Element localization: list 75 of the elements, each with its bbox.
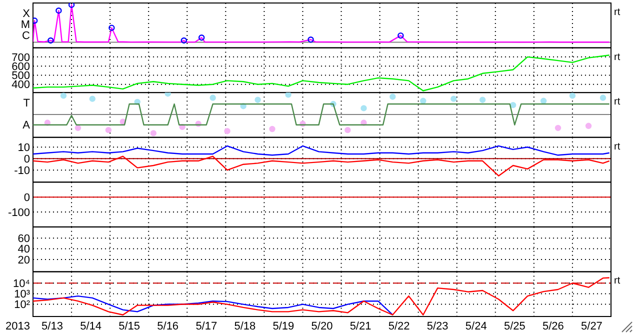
text: T xyxy=(23,98,30,110)
y-tick-label: -10 xyxy=(14,164,30,177)
y-tick-label: 60 xyxy=(18,232,30,245)
line-series xyxy=(33,54,610,92)
line-series xyxy=(33,145,610,156)
x-tick-label: 5/21 xyxy=(350,320,372,332)
point xyxy=(600,94,606,101)
point xyxy=(60,92,67,99)
point xyxy=(108,24,115,31)
y-tick-label: 600 xyxy=(12,60,30,73)
x-tick-label: 5/16 xyxy=(157,320,179,332)
point xyxy=(540,98,547,104)
y-tick-label: 10⁴ xyxy=(13,278,30,290)
point xyxy=(569,92,576,99)
point xyxy=(420,98,426,104)
x-tick-label: 5/15 xyxy=(118,320,140,332)
point xyxy=(105,126,112,134)
point xyxy=(390,94,396,100)
point xyxy=(180,37,188,44)
x-tick-label: 5/22 xyxy=(388,320,410,332)
y-tick-label: 0 xyxy=(24,192,30,204)
x-tick-label: 5/18 xyxy=(234,320,256,332)
point xyxy=(150,130,157,136)
text: rt xyxy=(614,52,620,63)
x-tick-label: 5/19 xyxy=(272,320,294,332)
x-tick-label: 5/25 xyxy=(504,320,526,332)
text: M xyxy=(20,19,30,32)
point xyxy=(308,36,314,43)
text: A xyxy=(22,120,31,132)
text: rt xyxy=(614,7,620,18)
point xyxy=(479,96,486,103)
point xyxy=(554,124,562,132)
text: C xyxy=(22,30,30,42)
line-series xyxy=(33,277,610,316)
line-series xyxy=(33,156,610,176)
point xyxy=(360,105,367,112)
text: rt xyxy=(614,276,620,287)
point xyxy=(56,8,62,14)
x-tick-label: 5/13 xyxy=(42,320,63,332)
point xyxy=(344,126,351,134)
point xyxy=(74,124,82,132)
x-tick-label: 5/17 xyxy=(196,320,218,332)
point xyxy=(210,94,216,101)
point xyxy=(450,96,457,102)
point xyxy=(224,128,230,134)
point xyxy=(398,32,404,39)
point xyxy=(198,34,205,41)
point xyxy=(510,102,516,108)
x-tick-label: 5/20 xyxy=(311,320,333,332)
text: rt xyxy=(614,96,620,108)
y-tick-label: 10 xyxy=(18,142,30,154)
point xyxy=(68,3,75,8)
y-tick-label: 10³ xyxy=(14,288,30,301)
x-tick-label: 5/14 xyxy=(80,320,102,332)
point xyxy=(89,96,96,102)
x-tick-label: 5/24 xyxy=(465,320,487,332)
x-tick-label: 5/27 xyxy=(581,320,602,332)
point xyxy=(285,92,292,98)
point xyxy=(585,122,592,129)
point xyxy=(33,18,38,24)
text: X xyxy=(22,8,31,20)
y-tick-label: 10² xyxy=(14,299,30,312)
point xyxy=(48,37,54,44)
x-axis-title: 2013 xyxy=(6,320,30,332)
y-tick-label: -100 xyxy=(8,206,30,219)
y-tick-label: 20 xyxy=(18,254,30,266)
line-series xyxy=(33,295,394,316)
point xyxy=(269,126,276,132)
text: rt xyxy=(614,141,620,152)
y-tick-label: 400 xyxy=(12,79,30,92)
y-tick-label: 40 xyxy=(18,244,30,256)
y-tick-label: 0 xyxy=(24,153,30,166)
point xyxy=(254,96,261,103)
x-tick-label: 5/23 xyxy=(426,320,448,332)
x-tick-label: 5/26 xyxy=(542,320,564,332)
